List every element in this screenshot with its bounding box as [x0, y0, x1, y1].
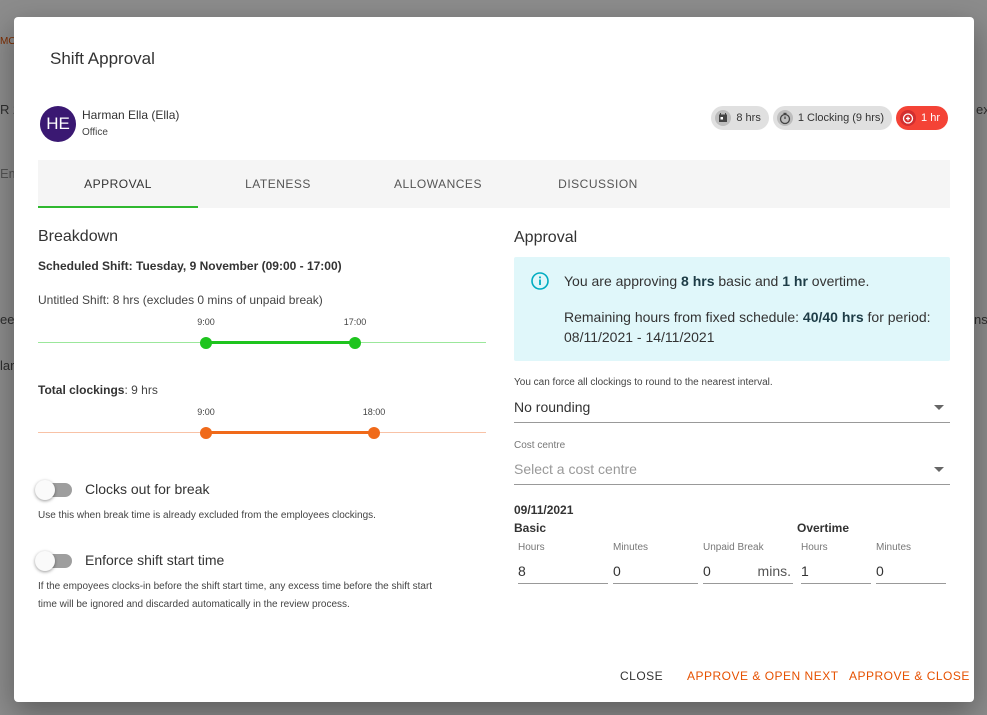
employee-department: Office: [82, 127, 108, 138]
shift-start-marker: [200, 337, 212, 349]
approval-info-box: You are approving 8 hrs basic and 1 hr o…: [514, 257, 950, 361]
basic-minutes-label: Minutes: [613, 542, 649, 553]
info-pre: You are approving: [564, 273, 682, 289]
approve-open-next-button[interactable]: APPROVE & OPEN NEXT: [687, 669, 839, 683]
clockings-chip: 1 Clocking (9 hrs): [772, 106, 893, 130]
avatar: HE: [40, 106, 76, 142]
basic-section-label: Basic: [514, 521, 547, 535]
ot-minutes-value: 0: [876, 563, 884, 579]
info-overtime-hours: 1 hr: [782, 273, 808, 289]
unpaid-break-input[interactable]: 0 mins.: [703, 561, 793, 584]
total-clockings-value: : 9 hrs: [124, 383, 158, 397]
enforce-help-line-2: time will be ignored and discarded autom…: [38, 599, 350, 610]
enforce-shift-start-label: Enforce shift start time: [85, 552, 225, 568]
basic-minutes-input[interactable]: 0: [613, 561, 698, 584]
shift-timeline-range: [206, 341, 355, 344]
ot-hours-value: 1: [801, 563, 809, 579]
approve-close-button[interactable]: APPROVE & CLOSE: [849, 669, 970, 683]
info-post: overtime.: [807, 273, 870, 289]
info-icon: [530, 271, 550, 296]
cost-centre-label: Cost centre: [514, 440, 566, 451]
total-clockings-label: Total clockings: [38, 383, 125, 397]
chevron-down-icon: [934, 467, 944, 472]
overtime-chip: 1 hr: [896, 106, 948, 130]
approval-date: 09/11/2021: [514, 503, 574, 517]
clock-in-label: 9:00: [197, 407, 215, 417]
ot-minutes-input[interactable]: 0: [876, 561, 946, 584]
enforce-help-line-1: If the empoyees clocks-in before the shi…: [38, 581, 433, 592]
employee-name: Harman Ella (Ella): [82, 108, 180, 122]
shift-timeline: [38, 337, 486, 349]
chevron-down-icon: [934, 405, 944, 410]
rounding-help: You can force all clockings to round to …: [514, 377, 773, 388]
cost-centre-placeholder: Select a cost centre: [514, 461, 637, 477]
tab-allowances[interactable]: ALLOWANCES: [394, 177, 482, 191]
chip-label: 1 Clocking (9 hrs): [797, 112, 885, 124]
summary-chips: 8 hrs 1 Clocking (9 hrs) 1 hr: [711, 106, 948, 130]
shift-start-label: 9:00: [197, 317, 215, 327]
clocks-out-help: Use this when break time is already excl…: [38, 510, 376, 521]
info-basic-hours: 8 hrs: [681, 273, 715, 289]
shift-end-marker: [349, 337, 361, 349]
ot-hours-input[interactable]: 1: [801, 561, 871, 584]
chip-label: 1 hr: [921, 112, 940, 124]
tab-bar: APPROVAL LATENESS ALLOWANCES DISCUSSION: [38, 160, 950, 208]
shift-approval-dialog: Shift Approval HE Harman Ella (Ella) Off…: [14, 17, 974, 702]
unpaid-break-value: 0: [703, 563, 711, 579]
remaining-value: 40/40 hrs: [802, 309, 864, 325]
cost-centre-select[interactable]: Select a cost centre: [514, 461, 950, 485]
bg-fragment: ee: [0, 312, 15, 327]
calendar-icon: [715, 110, 732, 126]
clocking-timeline-range: [206, 431, 374, 434]
stopwatch-icon: [776, 110, 793, 126]
clock-in-marker: [200, 427, 212, 439]
clock-out-label: 18:00: [362, 407, 386, 417]
basic-minutes-value: 0: [613, 563, 621, 579]
total-clockings-text: Total clockings: 9 hrs: [38, 383, 158, 397]
clocking-timeline: [38, 427, 486, 439]
ot-hours-label: Hours: [801, 542, 828, 553]
bg-fragment: MO: [0, 36, 17, 47]
ot-minutes-label: Minutes: [876, 542, 912, 553]
rounding-select[interactable]: No rounding: [514, 399, 950, 423]
tab-discussion[interactable]: DISCUSSION: [558, 177, 638, 191]
overtime-section-label: Overtime: [797, 521, 850, 535]
toggle-thumb: [35, 551, 55, 571]
chip-label: 8 hrs: [736, 112, 761, 124]
breakdown-title: Breakdown: [38, 228, 119, 245]
bg-fragment: ns: [974, 312, 987, 327]
remaining-pre: Remaining hours from fixed schedule:: [564, 309, 803, 325]
approval-title: Approval: [514, 229, 578, 246]
clock-out-marker: [368, 427, 380, 439]
remaining-post: for period:: [863, 309, 931, 325]
basic-hours-value: 8: [518, 563, 526, 579]
bg-fragment: ex: [976, 102, 987, 117]
tab-lateness[interactable]: LATENESS: [245, 177, 311, 191]
dialog-title: Shift Approval: [50, 49, 155, 68]
approving-summary: You are approving 8 hrs basic and 1 hr o…: [564, 273, 869, 289]
unpaid-break-label: Unpaid Break: [703, 542, 764, 553]
clocks-out-label: Clocks out for break: [85, 481, 210, 497]
unpaid-break-suffix: mins.: [757, 563, 791, 579]
shift-end-label: 17:00: [343, 317, 367, 327]
remaining-hours: Remaining hours from fixed schedule: 40/…: [564, 309, 931, 325]
untitled-shift-text: Untitled Shift: 8 hrs (excludes 0 mins o…: [38, 293, 323, 307]
basic-hours-input[interactable]: 8: [518, 561, 608, 584]
clocks-out-for-break-toggle[interactable]: [35, 480, 72, 500]
enforce-shift-start-toggle[interactable]: [35, 551, 72, 571]
period-range: 08/11/2021 - 14/11/2021: [564, 329, 715, 345]
toggle-thumb: [35, 480, 55, 500]
scheduled-shift-text: Scheduled Shift: Tuesday, 9 November (09…: [38, 259, 342, 273]
scheduled-hours-chip: 8 hrs: [711, 106, 769, 130]
basic-hours-label: Hours: [518, 542, 545, 553]
tab-approval[interactable]: APPROVAL: [38, 160, 198, 208]
bg-fragment: lar: [0, 358, 15, 373]
alarm-add-icon: [900, 110, 917, 126]
close-button[interactable]: CLOSE: [620, 669, 664, 683]
info-mid: basic and: [714, 273, 783, 289]
rounding-value: No rounding: [514, 399, 591, 415]
